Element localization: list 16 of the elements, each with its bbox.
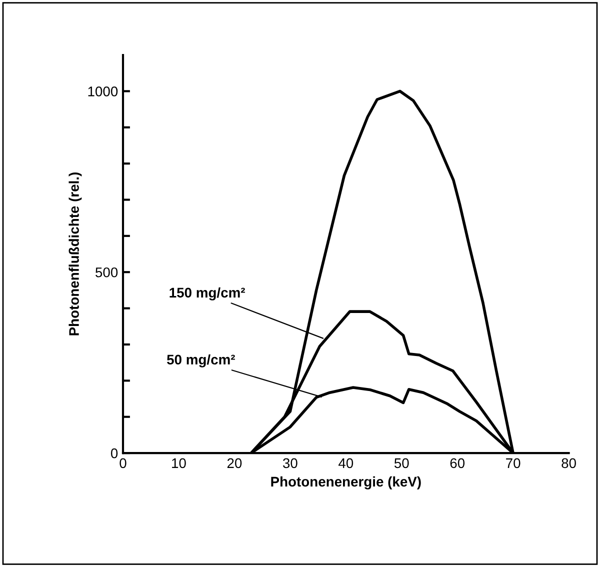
x-tick-label: 70 [506,458,520,468]
x-tick-label: 10 [172,458,186,468]
y-tick-label: 0 [110,448,118,458]
y-tick-label: 1000 [88,86,118,96]
x-tick-label: 20 [227,458,242,468]
x-axis-title: Photonenenergie (keV) [271,476,421,490]
x-tick-label: 50 [394,458,409,468]
y-axis-title: Photonenflußdichte (rel.) [68,172,82,336]
x-tick-label: 80 [562,458,576,468]
annotation: 50 mg/cm² [167,354,235,368]
x-tick-label: 0 [120,458,126,468]
x-tick-label: 60 [450,458,465,468]
x-tick-label: 40 [338,458,354,468]
annotation: 150 mg/cm² [170,287,245,300]
y-tick-label: 500 [96,267,118,278]
x-tick-label: 30 [282,458,298,468]
